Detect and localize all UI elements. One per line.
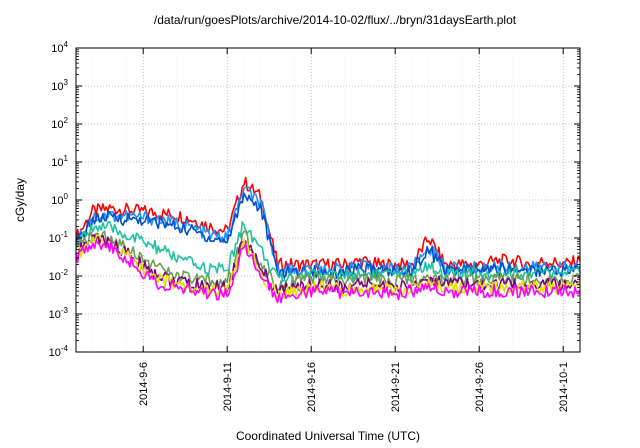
series-line [75, 176, 581, 273]
chart-title: /data/run/goesPlots/archive/2014-10-02/f… [154, 13, 517, 27]
y-tick-label: 104 [51, 40, 68, 55]
x-tick-label: 2014-9-6 [138, 362, 150, 406]
y-ticks: 104 103 102 101 100 10-1 10-2 10-3 10-4 [49, 40, 580, 359]
y-tick-label: 103 [51, 78, 68, 93]
x-tick-label: 2014-9-21 [390, 362, 402, 412]
y-tick-label: 10-1 [49, 230, 69, 245]
series-line [75, 230, 581, 291]
y-tick-label: 101 [51, 154, 68, 169]
series-line [75, 221, 581, 284]
x-ticks: 2014-9-6 2014-9-11 2014-9-16 2014-9-21 2014-… [138, 48, 570, 412]
series-line [75, 234, 581, 300]
y-tick-label: 10-4 [49, 344, 69, 359]
x-tick-label: 2014-9-26 [474, 362, 486, 412]
x-axis-label: Coordinated Universal Time (UTC) [236, 429, 420, 443]
x-tick-label: 2014-9-16 [306, 362, 318, 412]
y-tick-label: 100 [51, 192, 68, 207]
y-tick-label: 10-2 [49, 268, 69, 283]
x-tick-label: 2014-10-1 [558, 362, 570, 412]
series-line [75, 240, 581, 304]
y-tick-label: 102 [51, 116, 68, 131]
y-axis-label: cGy/day [13, 178, 27, 222]
x-tick-label: 2014-9-11 [222, 362, 234, 411]
grid [75, 48, 581, 352]
y-tick-label: 10-3 [49, 306, 69, 321]
series-layer [75, 176, 581, 304]
